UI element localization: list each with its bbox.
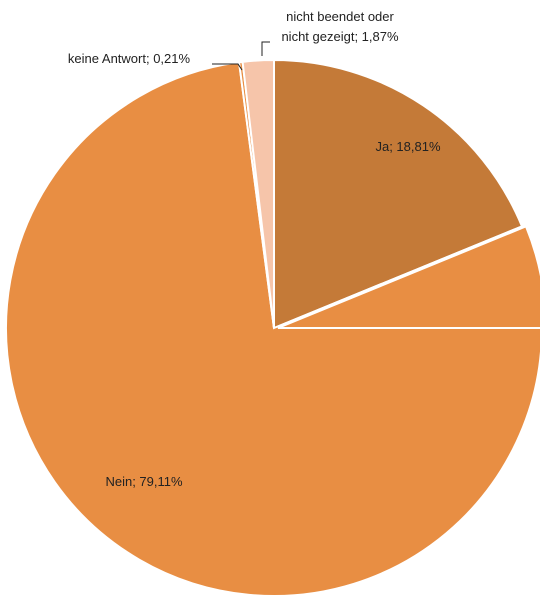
data-label-1-line-1: Ja; 18,81% [375, 139, 440, 154]
data-label-3: keine Antwort; 0,21% [68, 51, 191, 66]
pie-slice-2 [5, 61, 540, 597]
pie-slice-1 [273, 58, 524, 330]
leader-line-keine-antwort [212, 63, 243, 71]
pie-slice-2-offset-wedge [277, 225, 540, 329]
pie-slices [5, 58, 540, 597]
data-label-1: Ja; 18,81% [375, 139, 440, 154]
pie-slice-4 [241, 58, 275, 329]
data-label-3-line-1: keine Antwort; 0,21% [68, 51, 191, 66]
pie-highlight-wedge [277, 225, 540, 329]
data-label-4-line-2: nicht gezeigt; 1,87% [281, 29, 399, 44]
data-label-2: Nein; 79,11% [105, 474, 183, 489]
data-labels: Ja; 18,81% Nein; 79,11% keine Antwort; 0,2… [68, 9, 441, 489]
data-label-2-line-1: Nein; 79,11% [105, 474, 183, 489]
data-label-4: nicht beendet oder nicht gezeigt; 1,87% [281, 9, 399, 44]
leader-line-nicht-beendet [261, 41, 270, 56]
leader-lines [212, 41, 270, 71]
data-label-4-line-1: nicht beendet oder [286, 9, 394, 24]
